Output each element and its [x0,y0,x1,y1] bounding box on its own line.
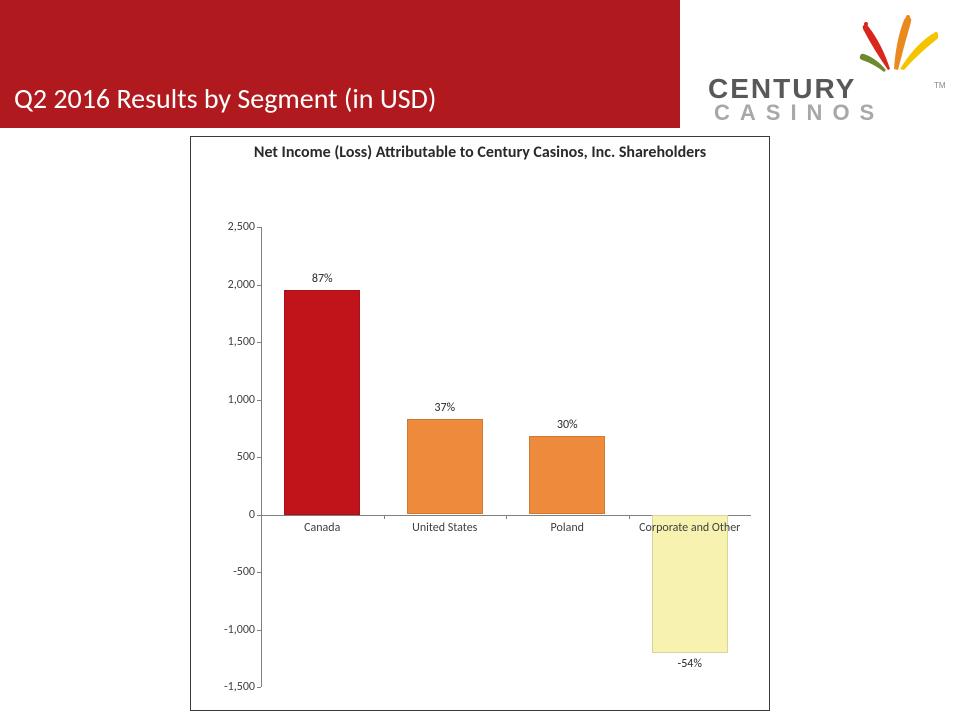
chart-x-tick [629,515,630,519]
chart-plot-area: -1,500-1,000-50005001,0001,5002,0002,500… [261,227,751,687]
logo-burst-icon [860,15,939,72]
header-bar: Q2 2016 Results by Segment (in USD) [0,0,680,128]
logo-text-casinos: CASINOS [714,100,884,124]
chart-bar [652,515,728,653]
net-income-chart: Net Income (Loss) Attributable to Centur… [190,136,770,711]
chart-x-tick [261,515,262,519]
chart-bar [529,436,605,514]
chart-y-tick [257,630,261,631]
logo-trademark: TM [934,81,946,90]
chart-x-category-label: Poland [509,521,625,535]
chart-y-tick [257,285,261,286]
chart-bar [284,290,360,514]
chart-bar-value-label: 87% [312,272,333,286]
chart-y-tick-label: -1,500 [224,680,261,694]
page-title: Q2 2016 Results by Segment (in USD) [14,81,436,116]
chart-x-category-label: United States [387,521,503,535]
chart-y-tick-label: 2,000 [228,278,261,292]
chart-y-tick-label: 1,500 [228,335,261,349]
chart-y-tick [257,457,261,458]
chart-bar-value-label: 30% [557,418,578,432]
chart-y-tick-label: 2,500 [228,220,261,234]
chart-y-tick-label: -1,000 [224,623,261,637]
chart-x-tick [384,515,385,519]
chart-y-tick [257,400,261,401]
chart-title: Net Income (Loss) Attributable to Centur… [191,137,769,163]
chart-y-tick [257,342,261,343]
chart-x-tick [506,515,507,519]
chart-y-tick-label: 1,000 [228,393,261,407]
chart-y-tick [257,227,261,228]
chart-y-tick [257,572,261,573]
chart-bar-value-label: -54% [678,657,702,671]
company-logo: CENTURY TM CASINOS [700,6,950,124]
chart-y-axis [261,227,262,687]
chart-y-tick [257,687,261,688]
chart-x-category-label: Corporate and Other [632,521,748,535]
chart-bar [407,419,483,514]
chart-bar-value-label: 37% [434,401,455,415]
chart-x-category-label: Canada [264,521,380,535]
